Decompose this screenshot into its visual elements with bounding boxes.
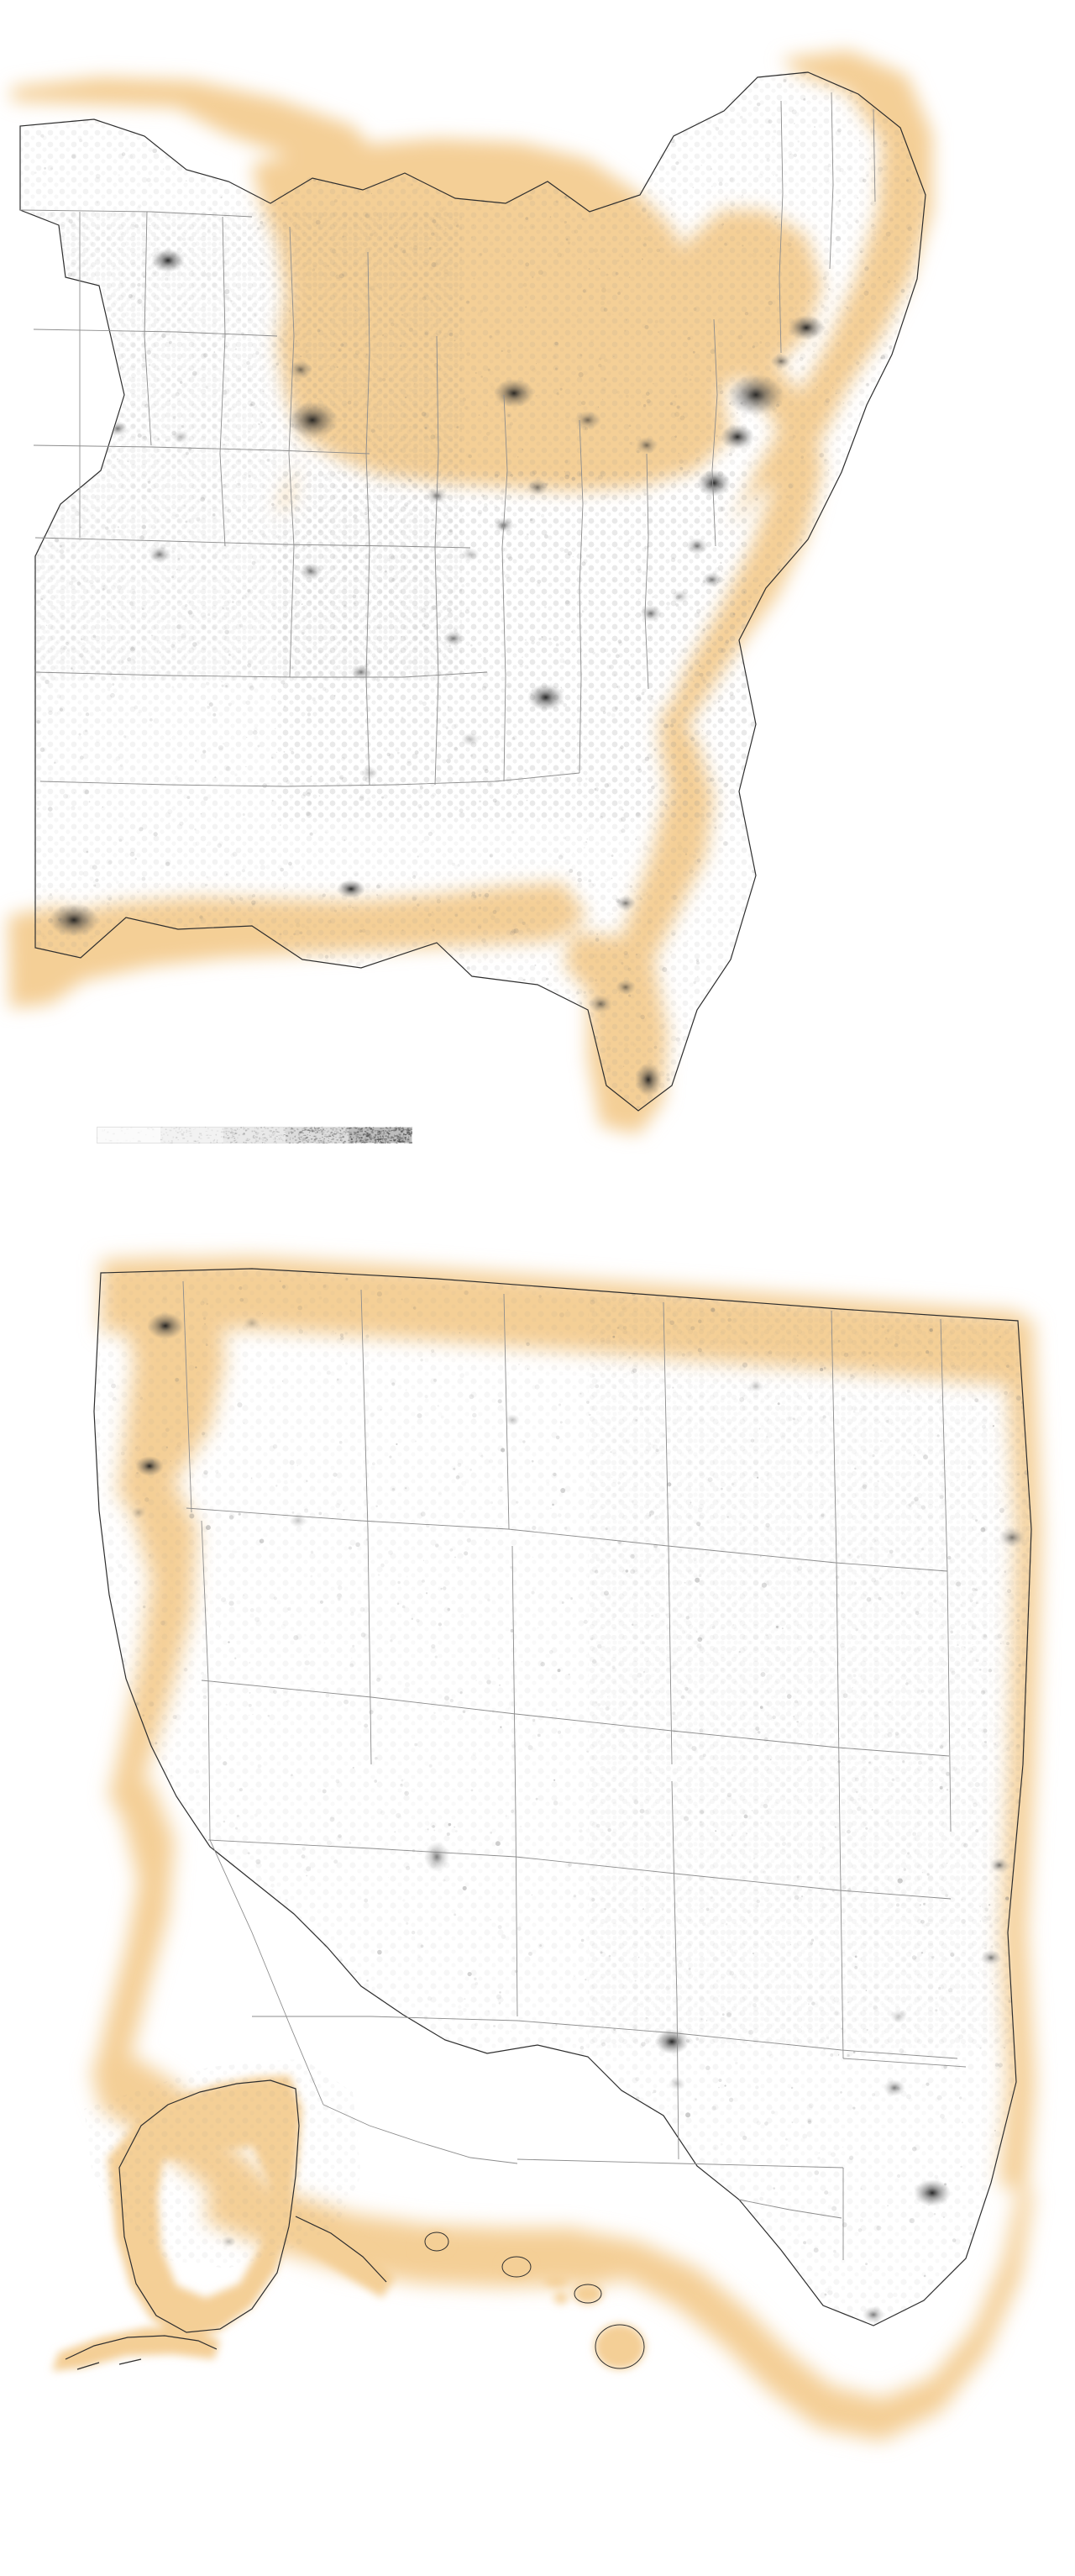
hawaii-inset[interactable] xyxy=(415,2232,645,2369)
legend-segment-1[interactable] xyxy=(97,1128,160,1143)
map-panel-eastern-us[interactable] xyxy=(0,0,1075,1176)
legend-segment-5[interactable] xyxy=(349,1128,412,1143)
population-density-legend[interactable] xyxy=(97,1127,412,1143)
legend-gradient-bar[interactable] xyxy=(97,1127,412,1143)
western-us-svg xyxy=(0,1176,1075,2576)
legend-segment-2[interactable] xyxy=(160,1128,223,1143)
state-boundaries-west xyxy=(93,1268,1032,2326)
legend-segment-4[interactable] xyxy=(286,1128,349,1143)
legend-dot-texture xyxy=(105,1127,412,1143)
map-panel-western-us[interactable] xyxy=(0,1176,1075,2576)
state-boundaries-east xyxy=(19,71,926,1112)
eastern-us-svg xyxy=(0,0,1075,1176)
alaska-inset[interactable] xyxy=(65,2079,387,2370)
legend-segment-3[interactable] xyxy=(223,1128,286,1143)
